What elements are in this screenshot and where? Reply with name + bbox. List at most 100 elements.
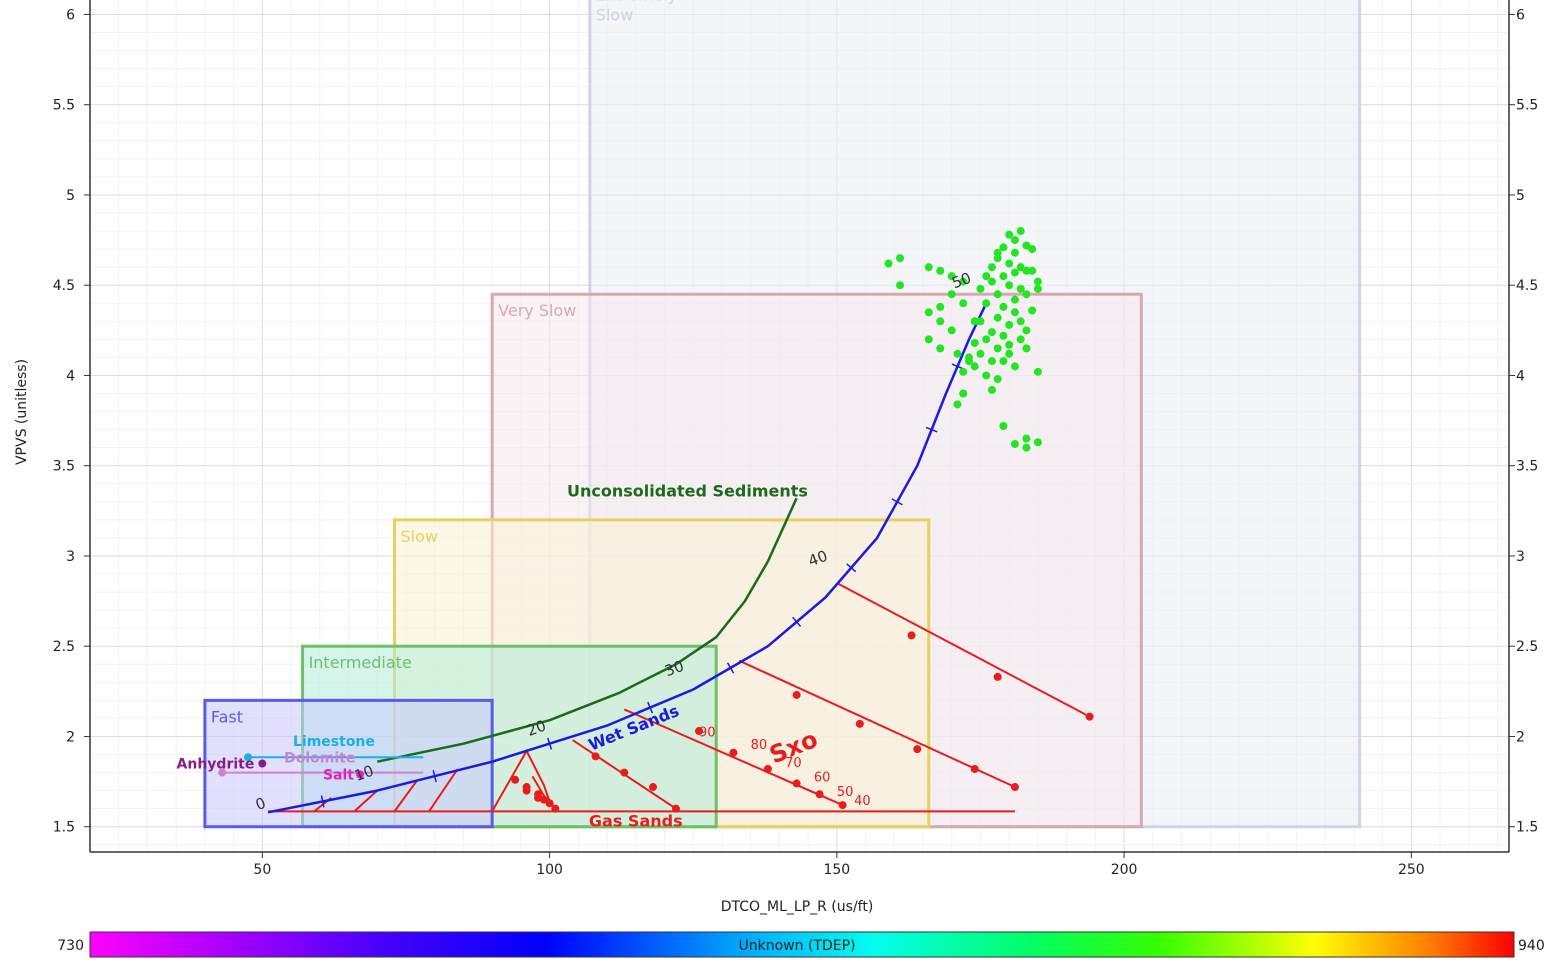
data-point (936, 317, 945, 326)
data-point (953, 349, 962, 358)
gas-sands-label: Gas Sands (589, 812, 683, 831)
sxo-marker (763, 764, 772, 773)
data-point (976, 284, 985, 293)
sxo-marker (649, 783, 658, 792)
wet-sands-tick (846, 563, 857, 573)
data-point (1016, 335, 1025, 344)
lithology-label-anhydrite: Anhydrite (177, 757, 255, 773)
data-point (959, 277, 968, 286)
data-point (1016, 284, 1025, 293)
data-point (884, 259, 893, 268)
data-point (1010, 248, 1019, 257)
data-point (1005, 230, 1014, 239)
y-tick-label-right: 4 (1516, 368, 1525, 384)
data-point (970, 317, 979, 326)
x-tick-label: 100 (536, 862, 563, 878)
saturation-label: 70 (785, 756, 802, 771)
data-point (987, 328, 996, 337)
sxo-line (531, 775, 551, 806)
data-point (999, 357, 1008, 366)
sxo-marker (993, 672, 1002, 681)
data-point (1022, 326, 1031, 335)
data-point (993, 290, 1002, 299)
y-tick-label-left: 1.5 (53, 820, 75, 836)
wet-sands-tick (925, 426, 938, 433)
data-point (936, 344, 945, 353)
data-point (1016, 263, 1025, 272)
saturation-label: 40 (854, 794, 871, 809)
x-tick-label: 150 (823, 862, 850, 878)
data-point (1005, 281, 1014, 290)
data-point (947, 290, 956, 299)
colorbar-max-label: 940 (1518, 938, 1545, 954)
y-tick-label-left: 2.5 (53, 639, 75, 655)
data-point (947, 272, 956, 281)
lithology-point-limestone (243, 753, 252, 762)
y-tick-label-right: 5.5 (1516, 98, 1538, 114)
data-point (970, 338, 979, 347)
data-point (993, 313, 1002, 322)
data-point (1010, 236, 1019, 245)
x-axis-title: DTCO_ML_LP_R (us/ft) (721, 899, 874, 915)
sxo-line (428, 768, 459, 812)
wet-sands-tick (647, 701, 654, 714)
data-point (1005, 349, 1014, 358)
region-label-very-slow: Very Slow (498, 301, 576, 320)
data-point (896, 254, 905, 263)
lithology-label-dolomite: Dolomite (284, 751, 355, 767)
porosity-label: 40 (806, 547, 830, 570)
data-point (1033, 284, 1042, 293)
y-tick-label-left: 3.5 (53, 459, 75, 475)
data-point (970, 362, 979, 371)
sxo-marker (838, 801, 847, 810)
data-point (924, 308, 933, 317)
x-tick-label: 200 (1111, 862, 1138, 878)
region-label-slow: Slow (596, 5, 633, 24)
wet-sands-tick (792, 616, 802, 627)
wet-sands-tick (320, 795, 325, 808)
data-point (1033, 277, 1042, 286)
data-point (999, 422, 1008, 430)
y-tick-label-left: 6 (66, 7, 75, 23)
sxo-line (836, 582, 1091, 718)
saturation-label: 80 (751, 738, 768, 753)
data-point (953, 400, 962, 409)
wet-sands-tick (547, 737, 553, 750)
data-point (993, 344, 1002, 353)
y-tick-label-left: 4.5 (53, 278, 75, 294)
data-point (987, 385, 996, 394)
y-tick-label-right: 1.5 (1516, 820, 1538, 836)
data-point (982, 371, 991, 380)
lithology-point-anhydrite (258, 759, 267, 768)
sxo-marker (792, 690, 801, 699)
colorbar (89, 931, 1515, 958)
saturation-label: 50 (837, 785, 854, 800)
y-tick-label-right: 3.5 (1516, 459, 1538, 475)
sxo-marker (855, 719, 864, 728)
data-point (1010, 295, 1019, 304)
data-point (1028, 266, 1037, 275)
lithology-label-limestone: Limestone (293, 734, 375, 750)
sxo-marker (913, 745, 922, 754)
region-label-fast: Fast (211, 707, 243, 726)
lithology-label-salt: Salt (323, 767, 354, 783)
data-point (1010, 440, 1019, 449)
colorbar-min-label: 730 (57, 938, 84, 954)
data-point (982, 299, 991, 308)
data-point (936, 266, 945, 275)
saturation-label: 90 (699, 725, 716, 740)
region-label-intermediate: Intermediate (309, 653, 412, 672)
sxo-marker (511, 775, 520, 784)
y-tick-label-right: 3 (1516, 549, 1525, 565)
data-point (976, 317, 985, 326)
data-point (1022, 241, 1031, 250)
data-point (987, 277, 996, 286)
data-point (1016, 317, 1025, 326)
data-point (987, 357, 996, 366)
sxo-marker (1010, 783, 1019, 792)
y-tick-label-left: 5 (66, 188, 75, 204)
data-point (999, 331, 1008, 340)
data-point (993, 375, 1002, 384)
data-point (924, 335, 933, 344)
